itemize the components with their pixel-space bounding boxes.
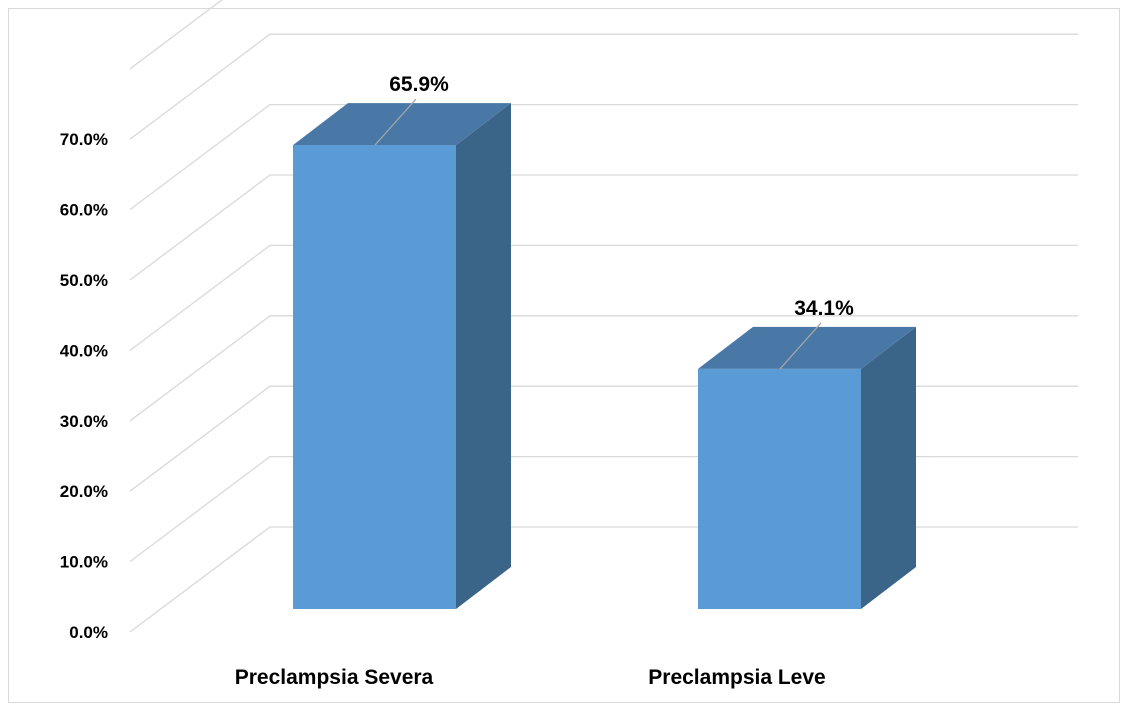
gridline	[129, 315, 1078, 422]
data-label: 34.1%	[794, 297, 854, 320]
bar-side	[861, 326, 916, 609]
data-label-leader	[779, 322, 822, 370]
category-label: Preclampsia Leve	[648, 666, 825, 689]
y-tick-label: 40.0%	[60, 341, 108, 360]
y-tick-label: 70.0%	[60, 130, 108, 149]
y-tick-label: 10.0%	[60, 553, 108, 572]
y-tick-label: 60.0%	[60, 201, 108, 220]
bar-top	[293, 103, 511, 146]
bar-front	[293, 145, 456, 609]
gridline	[129, 244, 1078, 351]
y-tick-label: 20.0%	[60, 482, 108, 501]
data-label-leader	[374, 98, 417, 146]
gridline	[129, 103, 1078, 211]
gridline	[129, 0, 223, 70]
bar-layer	[293, 103, 916, 610]
data-label: 65.9%	[389, 73, 449, 96]
gridline	[129, 455, 1078, 563]
grid-layer	[129, 0, 1078, 633]
gridline	[129, 33, 1078, 140]
bar-side	[456, 103, 511, 610]
category-label: Preclampsia Severa	[235, 666, 434, 689]
bar-front	[698, 368, 861, 609]
gridline	[129, 385, 1078, 492]
y-tick-label: 0.0%	[69, 623, 108, 642]
chart-frame	[8, 8, 1120, 703]
gridline	[129, 174, 1078, 281]
label-layer: 0.0% 10.0% 20.0% 30.0% 40.0% 50.0% 60.0% 70.0% 6…	[60, 73, 854, 689]
y-tick-label: 30.0%	[60, 412, 108, 431]
bar-top	[698, 326, 916, 369]
gridline	[129, 526, 1078, 633]
y-tick-label: 50.0%	[60, 271, 108, 290]
